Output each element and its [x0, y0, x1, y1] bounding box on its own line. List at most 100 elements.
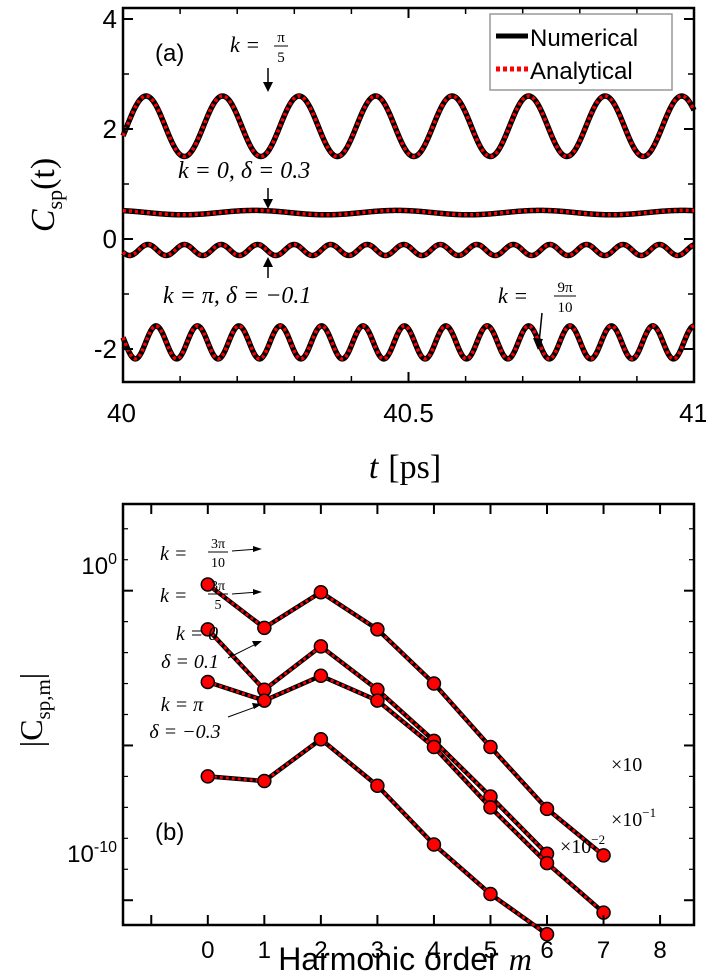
- svg-text:k = π: k = π: [161, 694, 204, 716]
- svg-text:3π: 3π: [211, 537, 225, 552]
- panel-b: 0 1 2 3 4 5 6 7 8 (b) 100 10-10 |Csp,m| Harmonic…: [13, 502, 696, 977]
- ylabel-a-main: C: [25, 209, 62, 232]
- harm-point: [200, 769, 216, 784]
- legend: Numerical Analytical: [489, 13, 673, 91]
- xtick-label-b: 7: [597, 937, 610, 964]
- svg-text:k = π, δ = −0.1: k = π, δ = −0.1: [163, 283, 311, 309]
- harm-point: [539, 927, 555, 942]
- svg-text:k =: k =: [160, 543, 187, 565]
- legend-analytical-label: Analytical: [530, 58, 633, 85]
- svg-text:10: 10: [558, 300, 573, 316]
- ytick-label-10-0: 100: [81, 551, 117, 580]
- harm-series-3-analytical: [207, 737, 548, 936]
- panel-b-xlabel: Harmonic order m: [278, 941, 532, 977]
- ytick-label-a: -2: [94, 334, 117, 364]
- legend-box: [489, 13, 673, 91]
- svg-text:δ = −0.3: δ = −0.3: [149, 721, 220, 743]
- svg-text:9π: 9π: [557, 280, 573, 296]
- svg-text:k =: k =: [230, 32, 260, 57]
- harm-series-2-numerical: [207, 673, 606, 915]
- harm-point: [257, 693, 272, 708]
- annot-k-3pi-5: k = 3π 5: [160, 579, 262, 613]
- series-2-numerical: [121, 241, 695, 259]
- ytick-label-a: 2: [103, 114, 117, 144]
- harm-point: [200, 577, 216, 592]
- harm-point: [313, 639, 329, 654]
- xtick-label-b: 3: [371, 937, 384, 964]
- harm-point: [370, 622, 385, 637]
- ylabel-a-sub: sp: [42, 190, 67, 210]
- end-label-x10-neg1: ×10−1: [611, 805, 656, 831]
- svg-text:5: 5: [277, 50, 285, 66]
- annot-k-0-delta: k = 0, δ = 0.3: [178, 158, 310, 209]
- series-3-analytical: [121, 324, 695, 361]
- legend-numerical-label: Numerical: [530, 25, 638, 52]
- harm-point: [539, 855, 555, 871]
- panel-b-y-axis: [123, 528, 694, 902]
- harm-point: [200, 622, 216, 637]
- harm-series-1-numerical: [206, 627, 549, 856]
- panel-a-curves: [120, 93, 697, 362]
- harm-point: [426, 739, 442, 755]
- xtick-label-b: 0: [201, 937, 214, 964]
- harm-point: [313, 584, 329, 600]
- xtick-label-b: 2: [314, 937, 327, 964]
- end-label-x10: ×10: [611, 754, 642, 776]
- series-3-numerical: [120, 323, 695, 362]
- harm-point: [257, 773, 272, 789]
- xtick-label-b: 5: [484, 937, 497, 964]
- svg-text:k = 0, δ = 0.3: k = 0, δ = 0.3: [178, 158, 310, 184]
- harm-point: [200, 674, 216, 690]
- harm-point: [483, 800, 498, 815]
- ytick-label-10-neg10: 10-10: [67, 839, 117, 868]
- harm-point: [483, 886, 498, 902]
- series-0-numerical: [120, 93, 697, 160]
- xtick-label-a: 40: [107, 398, 136, 428]
- svg-text:k =: k =: [498, 283, 528, 308]
- panel-b-label: (b): [155, 819, 184, 846]
- annot-k-pi-5: k = π 5: [230, 30, 288, 92]
- panel-a-xlabel: t [ps]: [369, 449, 441, 486]
- ylabel-a-arg: (t): [25, 158, 62, 190]
- panel-b-curves: [200, 577, 611, 942]
- svg-text:|Csp,m|: |Csp,m|: [13, 673, 55, 747]
- xtick-label-b: 8: [653, 937, 666, 964]
- panel-a-label: (a): [155, 40, 184, 67]
- harm-point: [370, 778, 385, 793]
- xtick-label-b: 4: [427, 937, 440, 964]
- harm-series-2-analytical: [207, 674, 605, 914]
- svg-text:10: 10: [211, 556, 225, 571]
- panel-a-x-axis: 40 40.5 41: [107, 8, 706, 428]
- harm-point: [539, 801, 555, 817]
- xtick-label-a: 41: [679, 398, 706, 428]
- ytick-label-a: 4: [103, 4, 117, 34]
- svg-text:5: 5: [215, 598, 222, 613]
- harm-point: [596, 848, 611, 863]
- svg-text:k =: k =: [160, 585, 187, 607]
- xtick-label-b: 6: [540, 937, 553, 964]
- harm-series-1-analytical: [206, 628, 549, 855]
- panel-a-y-axis: -2 0 2 4: [94, 4, 694, 364]
- harm-point: [257, 620, 272, 636]
- xlabel-a-unit: [ps]: [388, 449, 441, 486]
- harm-point: [313, 668, 329, 684]
- svg-text:δ = 0.1: δ = 0.1: [161, 651, 219, 673]
- annot-k-0-delta-01: k = 0 δ = 0.1: [161, 623, 262, 673]
- xtick-label-b: 1: [258, 937, 271, 964]
- xlabel-a-t: t: [369, 449, 380, 486]
- panel-a: -2 0 2 4 40 40.5 41 (a) Csp(t) t [ps] Numerica…: [25, 4, 706, 486]
- xtick-label-a: 40.5: [383, 398, 434, 428]
- panel-b-x-axis: 0 1 2 3 4 5 6 7 8: [150, 504, 667, 964]
- harm-series-3-numerical: [207, 736, 549, 937]
- panel-a-ylabel: Csp(t): [25, 158, 67, 232]
- svg-text:π: π: [277, 30, 285, 46]
- annot-k-pi-delta-03: k = π δ = −0.3: [149, 694, 262, 743]
- harm-point: [426, 837, 442, 852]
- svg-text:3π: 3π: [211, 579, 225, 594]
- ytick-label-a: 0: [103, 224, 117, 254]
- svg-text:k = 0: k = 0: [176, 623, 218, 645]
- harm-point: [483, 739, 498, 755]
- panel-b-ylabel: |Csp,m|: [13, 673, 55, 747]
- svg-text:Csp(t): Csp(t): [25, 158, 67, 232]
